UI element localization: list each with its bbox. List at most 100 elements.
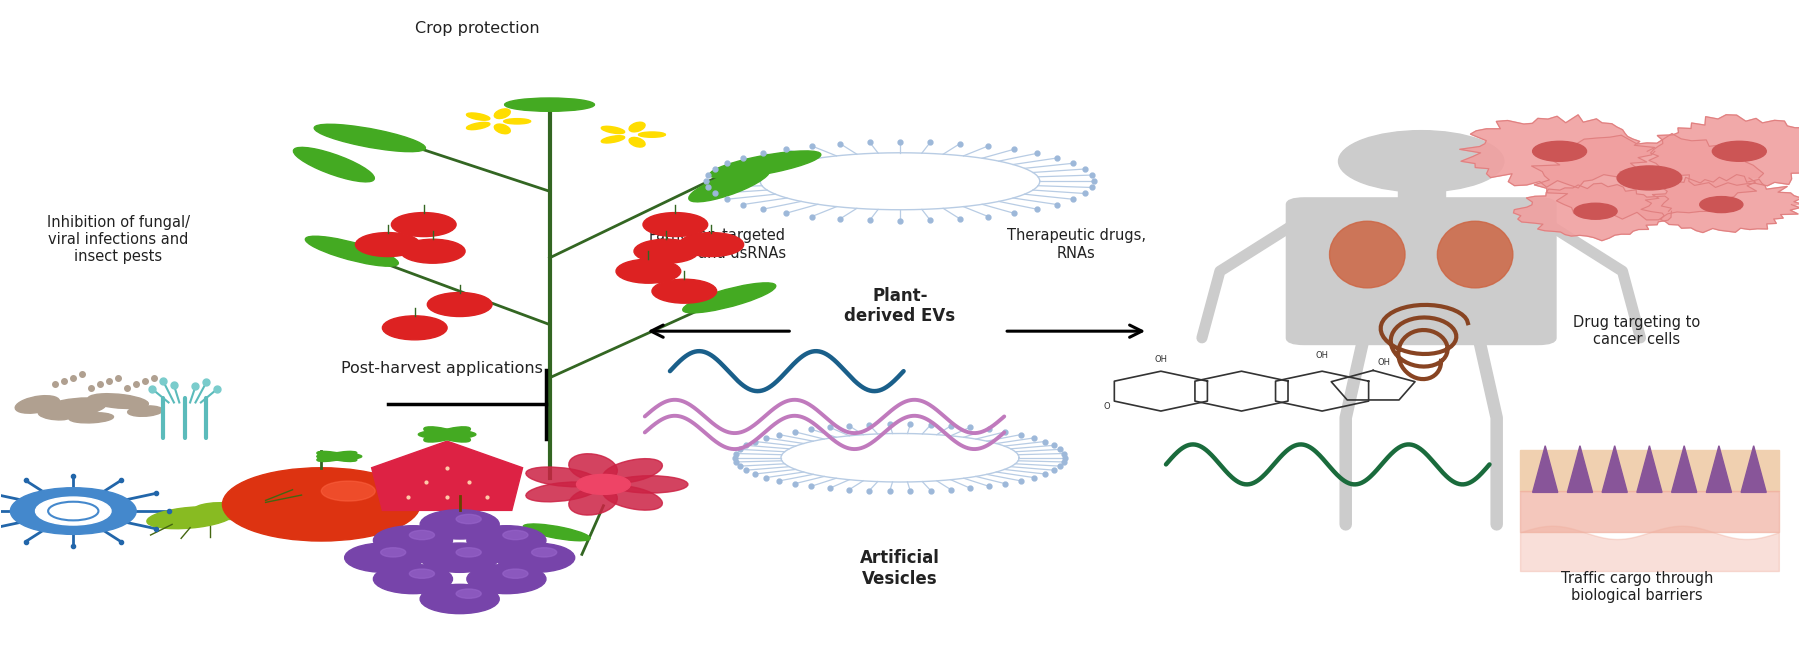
Circle shape <box>616 259 680 283</box>
Ellipse shape <box>40 398 106 417</box>
Circle shape <box>355 233 419 256</box>
Ellipse shape <box>569 488 617 515</box>
Text: Therapeutic drugs,
RNAs: Therapeutic drugs, RNAs <box>1006 228 1145 261</box>
Ellipse shape <box>495 109 509 118</box>
Ellipse shape <box>603 459 662 483</box>
Ellipse shape <box>423 427 470 442</box>
Ellipse shape <box>612 476 688 493</box>
Ellipse shape <box>14 395 59 413</box>
Ellipse shape <box>466 113 490 120</box>
Ellipse shape <box>128 406 162 416</box>
Ellipse shape <box>689 167 770 202</box>
Circle shape <box>495 543 574 573</box>
Circle shape <box>455 589 481 598</box>
Ellipse shape <box>38 409 72 420</box>
Ellipse shape <box>504 98 594 111</box>
Text: Drug targeting to
cancer cells: Drug targeting to cancer cells <box>1573 314 1701 347</box>
Ellipse shape <box>317 453 362 460</box>
Circle shape <box>391 213 455 237</box>
Circle shape <box>1616 166 1681 190</box>
Text: OH: OH <box>1154 355 1168 364</box>
Bar <box>1519 450 1778 491</box>
Circle shape <box>230 497 284 517</box>
Ellipse shape <box>68 413 113 423</box>
Circle shape <box>1699 197 1742 213</box>
Circle shape <box>223 468 419 541</box>
Circle shape <box>652 279 716 303</box>
Ellipse shape <box>194 502 265 520</box>
Circle shape <box>380 548 405 557</box>
Ellipse shape <box>418 430 475 439</box>
Circle shape <box>502 569 527 578</box>
Circle shape <box>1532 141 1586 161</box>
Circle shape <box>427 292 491 316</box>
Text: O: O <box>1103 402 1111 411</box>
Polygon shape <box>1568 446 1593 492</box>
FancyBboxPatch shape <box>1287 198 1555 345</box>
Circle shape <box>419 543 499 573</box>
Ellipse shape <box>639 132 666 137</box>
Ellipse shape <box>526 482 598 502</box>
Circle shape <box>11 488 137 535</box>
Ellipse shape <box>682 283 776 313</box>
Circle shape <box>1573 203 1616 219</box>
Text: Crop protection: Crop protection <box>416 21 540 36</box>
Circle shape <box>634 240 698 263</box>
Circle shape <box>373 565 452 593</box>
Bar <box>1519 491 1778 533</box>
Ellipse shape <box>423 427 470 442</box>
Text: Post-harvest applications: Post-harvest applications <box>340 361 542 376</box>
Polygon shape <box>1741 446 1766 492</box>
Text: Pathogen-targeted
sRNAs and dsRNAs: Pathogen-targeted sRNAs and dsRNAs <box>648 228 787 261</box>
Ellipse shape <box>293 147 374 182</box>
Circle shape <box>466 565 545 593</box>
Ellipse shape <box>601 136 625 143</box>
Polygon shape <box>1636 446 1661 492</box>
Circle shape <box>531 548 556 557</box>
Polygon shape <box>1706 446 1732 492</box>
Circle shape <box>679 233 743 256</box>
Circle shape <box>36 497 112 525</box>
Circle shape <box>455 548 481 557</box>
Circle shape <box>382 316 446 340</box>
Ellipse shape <box>88 393 148 409</box>
Ellipse shape <box>569 454 617 481</box>
Circle shape <box>1712 141 1766 161</box>
Circle shape <box>409 569 434 578</box>
Circle shape <box>344 543 423 573</box>
Circle shape <box>643 213 707 237</box>
Circle shape <box>320 481 374 501</box>
Circle shape <box>502 531 527 540</box>
Text: Inhibition of fungal/
viral infections and
insect pests: Inhibition of fungal/ viral infections a… <box>47 215 189 264</box>
Circle shape <box>419 510 499 539</box>
Ellipse shape <box>1438 221 1512 288</box>
Polygon shape <box>1532 134 1764 220</box>
Circle shape <box>419 584 499 613</box>
Polygon shape <box>371 441 522 510</box>
Polygon shape <box>1514 183 1672 241</box>
Ellipse shape <box>148 506 234 529</box>
Ellipse shape <box>495 124 509 134</box>
Ellipse shape <box>306 236 398 266</box>
Text: OH: OH <box>1316 351 1328 360</box>
Ellipse shape <box>709 151 821 179</box>
Ellipse shape <box>628 137 644 147</box>
Circle shape <box>455 514 481 524</box>
Ellipse shape <box>603 486 662 510</box>
Ellipse shape <box>466 122 490 130</box>
Polygon shape <box>1602 446 1627 492</box>
Circle shape <box>576 474 630 494</box>
Polygon shape <box>1642 175 1800 233</box>
Circle shape <box>373 526 452 555</box>
Bar <box>1399 178 1445 205</box>
Ellipse shape <box>1330 221 1406 288</box>
Ellipse shape <box>628 122 644 132</box>
Polygon shape <box>1672 446 1697 492</box>
Text: OH: OH <box>1377 358 1390 367</box>
Ellipse shape <box>317 452 356 462</box>
Ellipse shape <box>526 467 598 487</box>
Ellipse shape <box>317 452 356 462</box>
Circle shape <box>409 531 434 540</box>
Circle shape <box>400 240 464 263</box>
Ellipse shape <box>601 126 625 134</box>
